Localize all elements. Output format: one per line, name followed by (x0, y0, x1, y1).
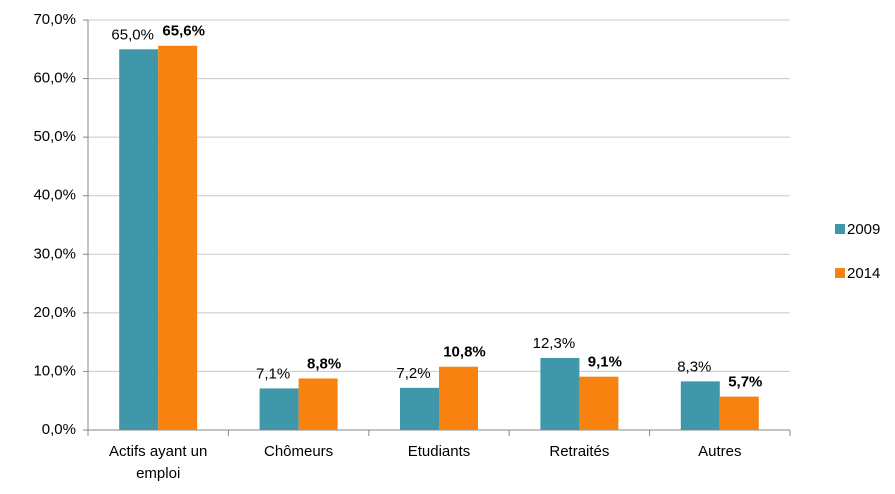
y-tick-label: 40,0% (33, 187, 76, 204)
x-tick-label: Actifs ayant un emploi (108, 443, 208, 482)
bar (400, 387, 439, 430)
bar (579, 376, 619, 430)
data-label: 65,6% (162, 23, 205, 40)
x-tick-label: Etudiants (407, 443, 471, 460)
bar (259, 388, 299, 430)
x-tick-label: Chômeurs (263, 443, 334, 460)
bar (719, 396, 759, 430)
legend-label: 2009 (847, 221, 880, 238)
bar (119, 49, 159, 431)
y-tick-label: 0,0% (42, 421, 76, 438)
y-tick-label: 10,0% (33, 362, 76, 379)
data-label: 8,3% (677, 358, 711, 375)
data-label: 7,1% (256, 365, 290, 382)
y-tick-label: 60,0% (33, 70, 76, 87)
bar (158, 45, 198, 431)
y-tick-label: 70,0% (33, 11, 76, 28)
data-label: 12,3% (533, 335, 576, 352)
data-label: 8,8% (307, 355, 341, 372)
legend-label: 2014 (847, 265, 880, 282)
y-tick-label: 30,0% (33, 245, 76, 262)
data-label: 9,1% (588, 354, 622, 371)
legend-swatch (835, 268, 845, 278)
y-tick-label: 50,0% (33, 128, 76, 145)
legend-swatch (835, 224, 845, 234)
bar (439, 366, 478, 430)
bar (540, 357, 580, 430)
bar (298, 378, 338, 430)
bar (680, 381, 720, 430)
y-tick-label: 20,0% (33, 304, 76, 321)
x-tick-label: Retraités (549, 443, 610, 460)
data-label: 65,0% (111, 26, 154, 43)
data-label: 7,2% (396, 365, 430, 382)
data-label: 10,8% (443, 344, 486, 361)
x-tick-label: Autres (698, 443, 742, 460)
data-label: 5,7% (728, 374, 762, 391)
